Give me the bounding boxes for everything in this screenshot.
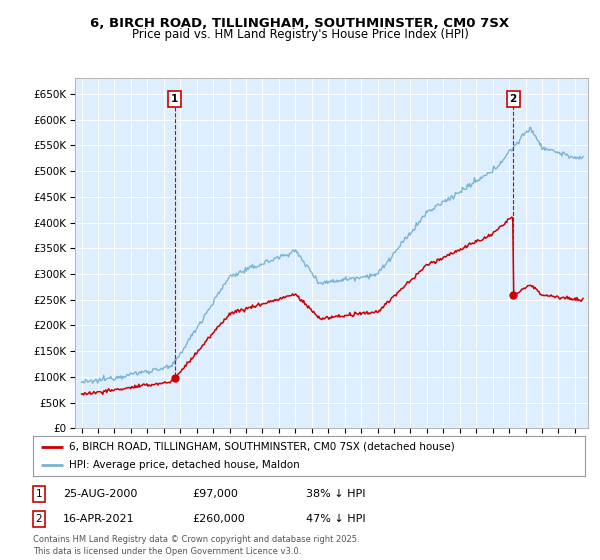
Text: 38% ↓ HPI: 38% ↓ HPI [306, 489, 365, 499]
Text: 1: 1 [171, 94, 178, 104]
Text: Contains HM Land Registry data © Crown copyright and database right 2025.
This d: Contains HM Land Registry data © Crown c… [33, 535, 359, 556]
Text: 16-APR-2021: 16-APR-2021 [63, 514, 134, 524]
Text: HPI: Average price, detached house, Maldon: HPI: Average price, detached house, Mald… [69, 460, 299, 470]
Text: 2: 2 [35, 514, 43, 524]
Text: 1: 1 [35, 489, 43, 499]
Text: 6, BIRCH ROAD, TILLINGHAM, SOUTHMINSTER, CM0 7SX: 6, BIRCH ROAD, TILLINGHAM, SOUTHMINSTER,… [91, 17, 509, 30]
Text: £260,000: £260,000 [192, 514, 245, 524]
Text: 2: 2 [509, 94, 517, 104]
Text: £97,000: £97,000 [192, 489, 238, 499]
Text: 25-AUG-2000: 25-AUG-2000 [63, 489, 137, 499]
Text: 6, BIRCH ROAD, TILLINGHAM, SOUTHMINSTER, CM0 7SX (detached house): 6, BIRCH ROAD, TILLINGHAM, SOUTHMINSTER,… [69, 442, 455, 451]
Text: Price paid vs. HM Land Registry's House Price Index (HPI): Price paid vs. HM Land Registry's House … [131, 28, 469, 41]
Text: 47% ↓ HPI: 47% ↓ HPI [306, 514, 365, 524]
